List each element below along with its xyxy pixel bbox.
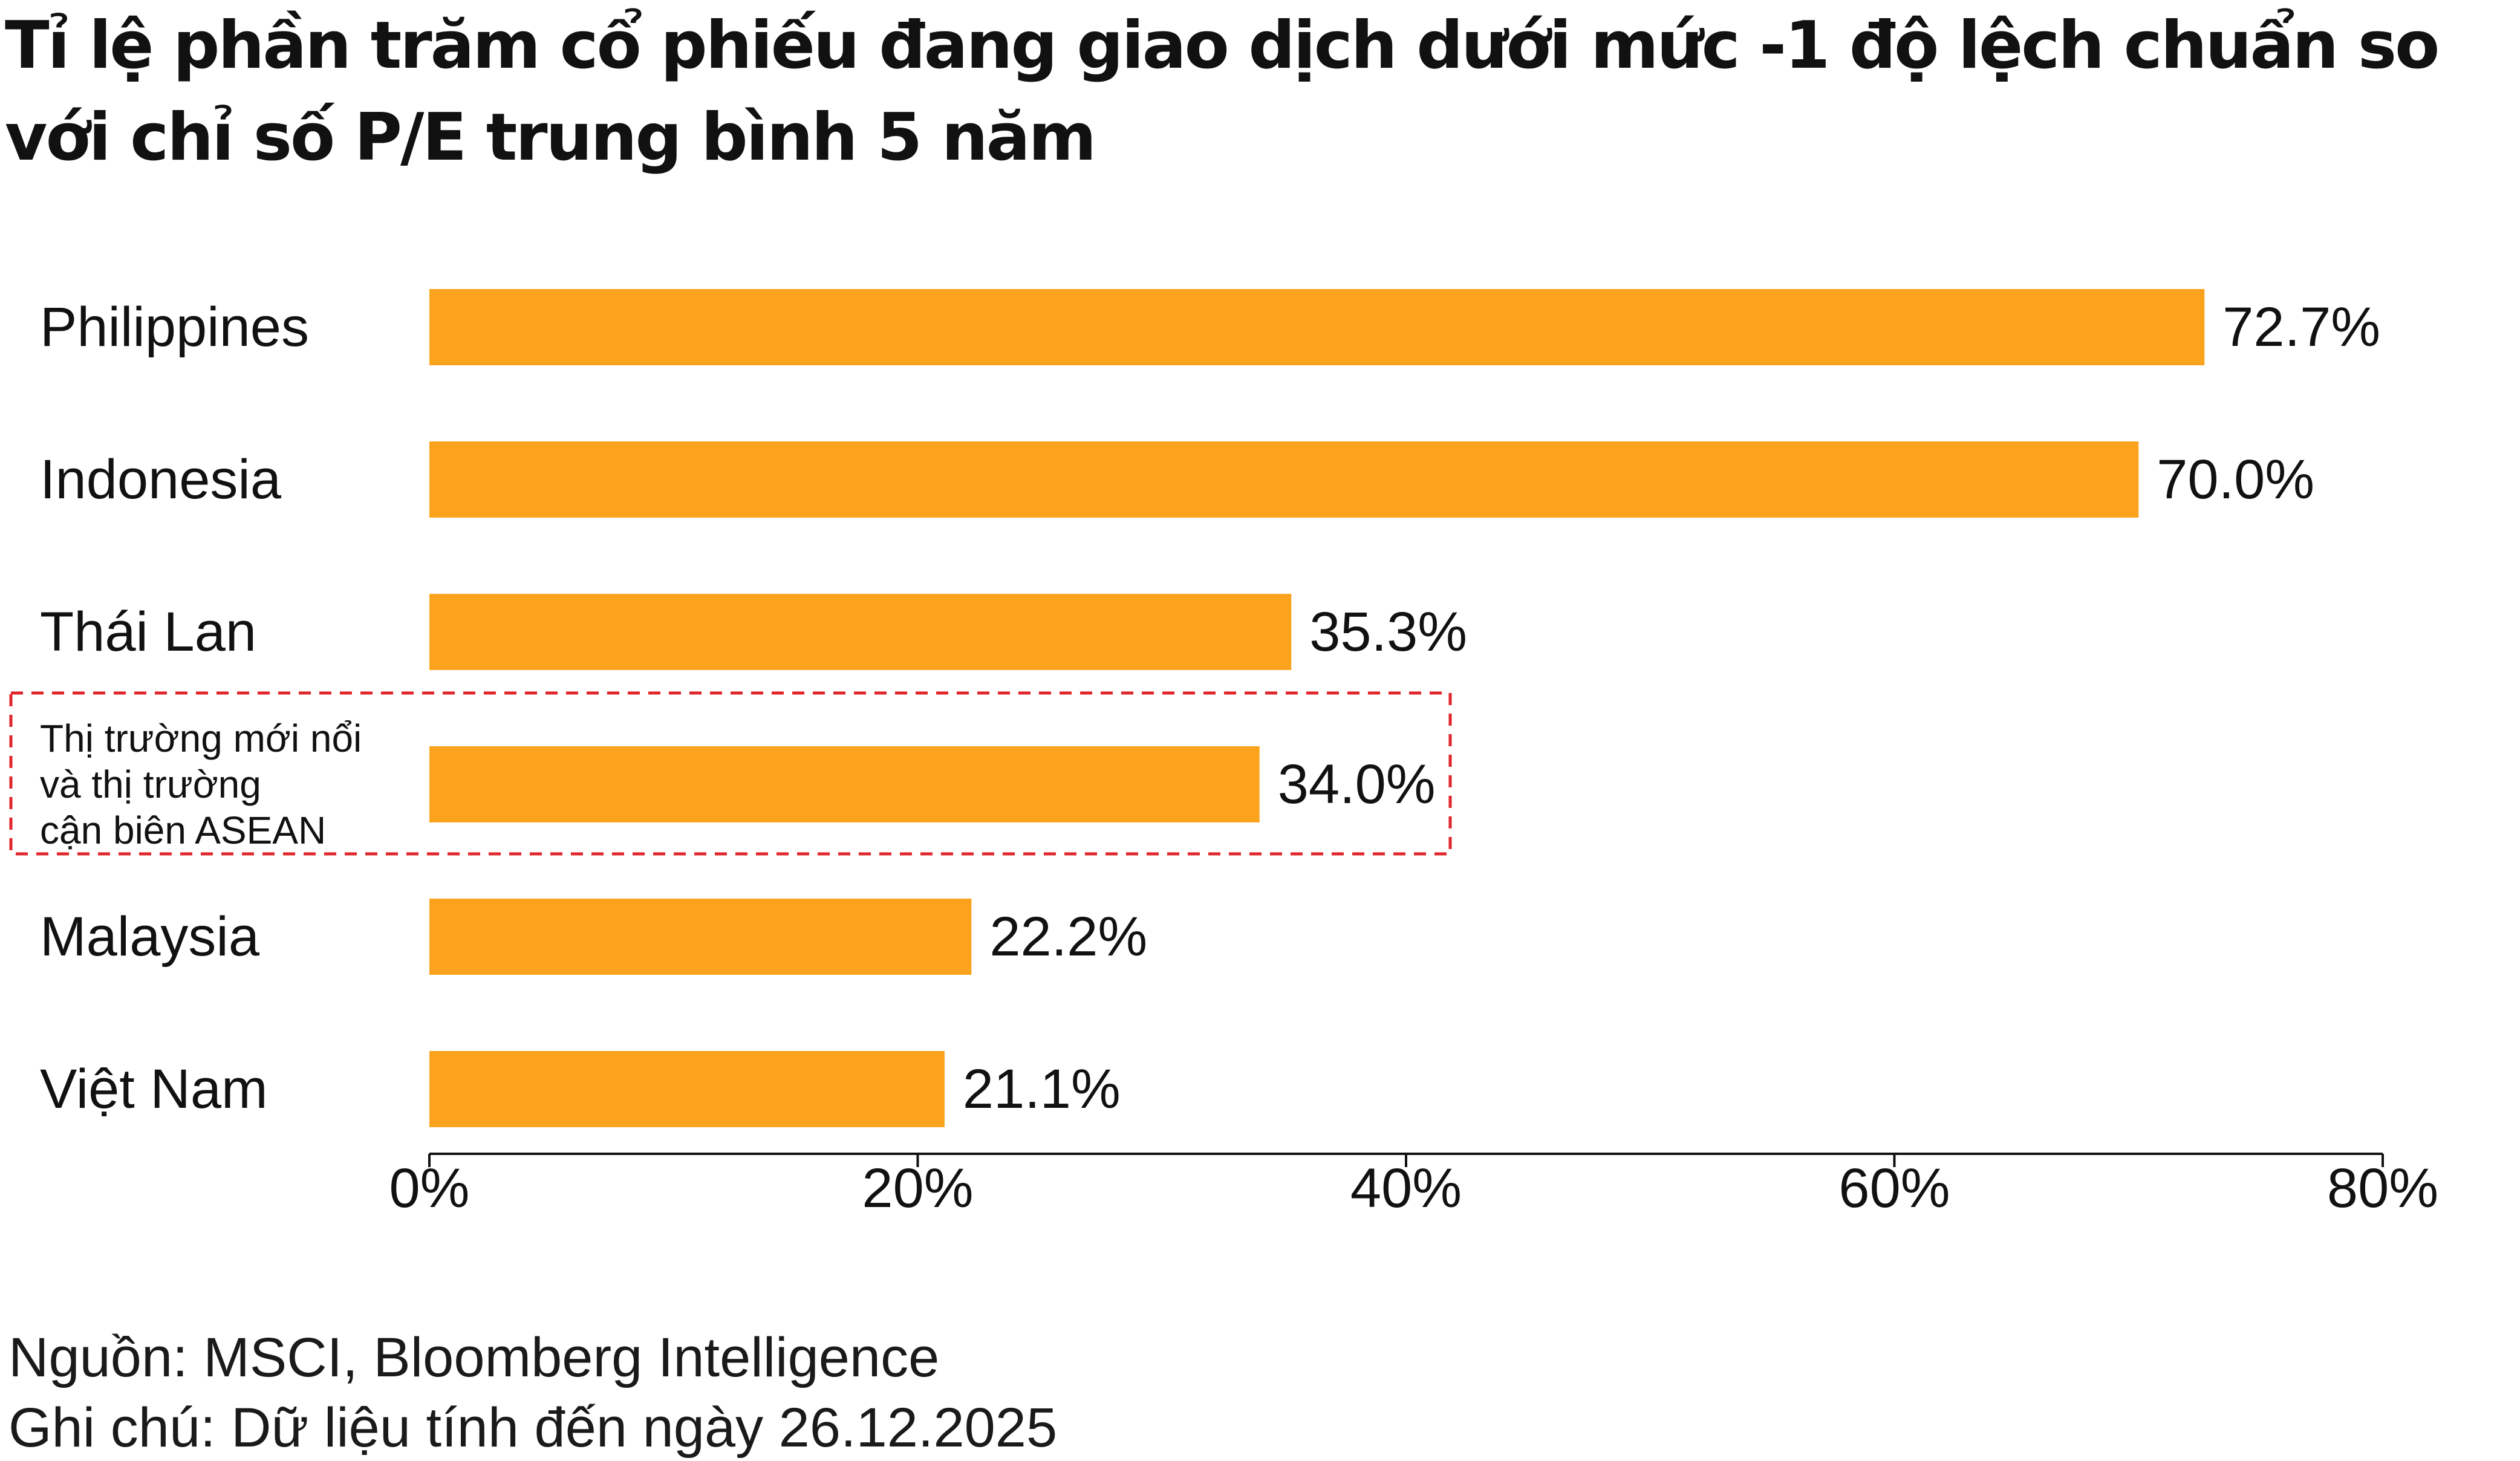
bar-2 xyxy=(429,441,2139,518)
bar-5 xyxy=(429,899,972,975)
bar-4 xyxy=(429,746,1260,822)
category-label-5: Malaysia xyxy=(40,906,260,968)
x-tick-label-4: 60% xyxy=(1838,1157,1950,1219)
category-label-2: Indonesia xyxy=(40,449,282,510)
category-label-4-line-1: Thị trường mới nổi xyxy=(40,717,362,760)
bar-6 xyxy=(429,1051,945,1127)
x-tick-label-5: 80% xyxy=(2327,1157,2438,1219)
value-label-6: 21.1% xyxy=(963,1058,1121,1120)
highlight-box xyxy=(9,691,1452,856)
value-label-1: 72.7% xyxy=(2222,296,2380,358)
chart-title: Tỉ lệ phần trăm cổ phiếu đang giao dịch … xyxy=(5,8,2440,175)
bar-chart: 72.7% Philippines 70.0% Indonesia 35.3% Thái … xyxy=(9,289,2438,1219)
category-label-3: Thái Lan xyxy=(40,601,256,663)
category-label-4-line-3: cận biên ASEAN xyxy=(40,809,326,852)
value-label-3: 35.3% xyxy=(1309,601,1467,663)
date-note: Ghi chú: Dữ liệu tính đến ngày 26.12.202… xyxy=(8,1397,1058,1459)
value-label-5: 22.2% xyxy=(989,906,1147,968)
x-tick-label-2: 20% xyxy=(862,1157,973,1219)
x-tick-label-1: 0% xyxy=(389,1157,470,1219)
category-label-4-line-2: và thị trường xyxy=(40,763,261,806)
value-label-4: 34.0% xyxy=(1278,753,1436,815)
category-label-1: Philippines xyxy=(40,296,309,358)
bar-1 xyxy=(429,289,2205,365)
source-note: Nguồn: MSCI, Bloomberg Intelligence xyxy=(8,1327,940,1388)
value-label-2: 70.0% xyxy=(2157,449,2314,510)
category-label-6: Việt Nam xyxy=(40,1058,268,1120)
bar-3 xyxy=(429,594,1292,670)
x-tick-label-3: 40% xyxy=(1350,1157,1462,1219)
